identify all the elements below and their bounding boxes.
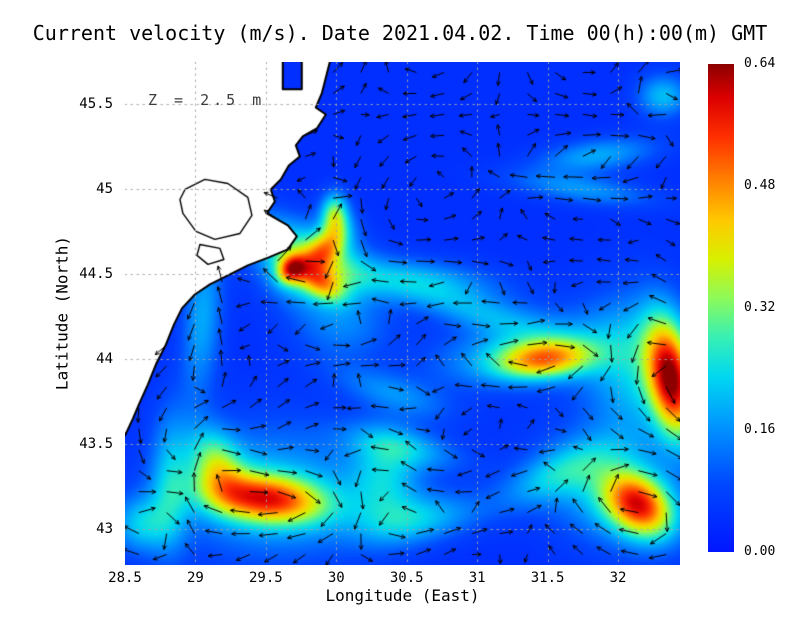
- velocity-map-canvas: [125, 62, 680, 565]
- colorbar-tick-label: 0.16: [744, 422, 776, 437]
- x-axis-label: Longitude (East): [325, 586, 480, 605]
- colorbar-gradient: [708, 64, 734, 552]
- y-tick-label: 43.5: [79, 436, 113, 453]
- y-tick-label: 44.5: [79, 266, 113, 283]
- x-tick-label: 29.5: [249, 570, 283, 586]
- depth-annotation: Z = 2.5 m: [148, 91, 266, 109]
- x-tick-label: 29: [186, 570, 204, 586]
- x-tick-label: 28.5: [108, 570, 142, 586]
- colorbar-tick-label: 0.48: [744, 178, 776, 193]
- colorbar-tick-label: 0.00: [744, 544, 776, 559]
- y-tick-label: 45: [96, 181, 113, 198]
- y-tick-label: 43: [96, 521, 113, 538]
- x-tick-label: 31.5: [530, 570, 565, 586]
- y-tick-label: 45.5: [79, 96, 113, 113]
- x-tick-label: 30: [327, 570, 345, 586]
- colorbar-tick-label: 0.64: [744, 56, 776, 71]
- x-tick-label: 32: [609, 570, 627, 586]
- chart-title: Current velocity (m/s). Date 2021.04.02.…: [32, 21, 768, 45]
- x-tick-label: 31: [468, 570, 486, 586]
- colorbar-tick-label: 0.32: [744, 300, 776, 315]
- y-tick-label: 44: [96, 351, 113, 368]
- x-tick-label: 30.5: [389, 570, 424, 586]
